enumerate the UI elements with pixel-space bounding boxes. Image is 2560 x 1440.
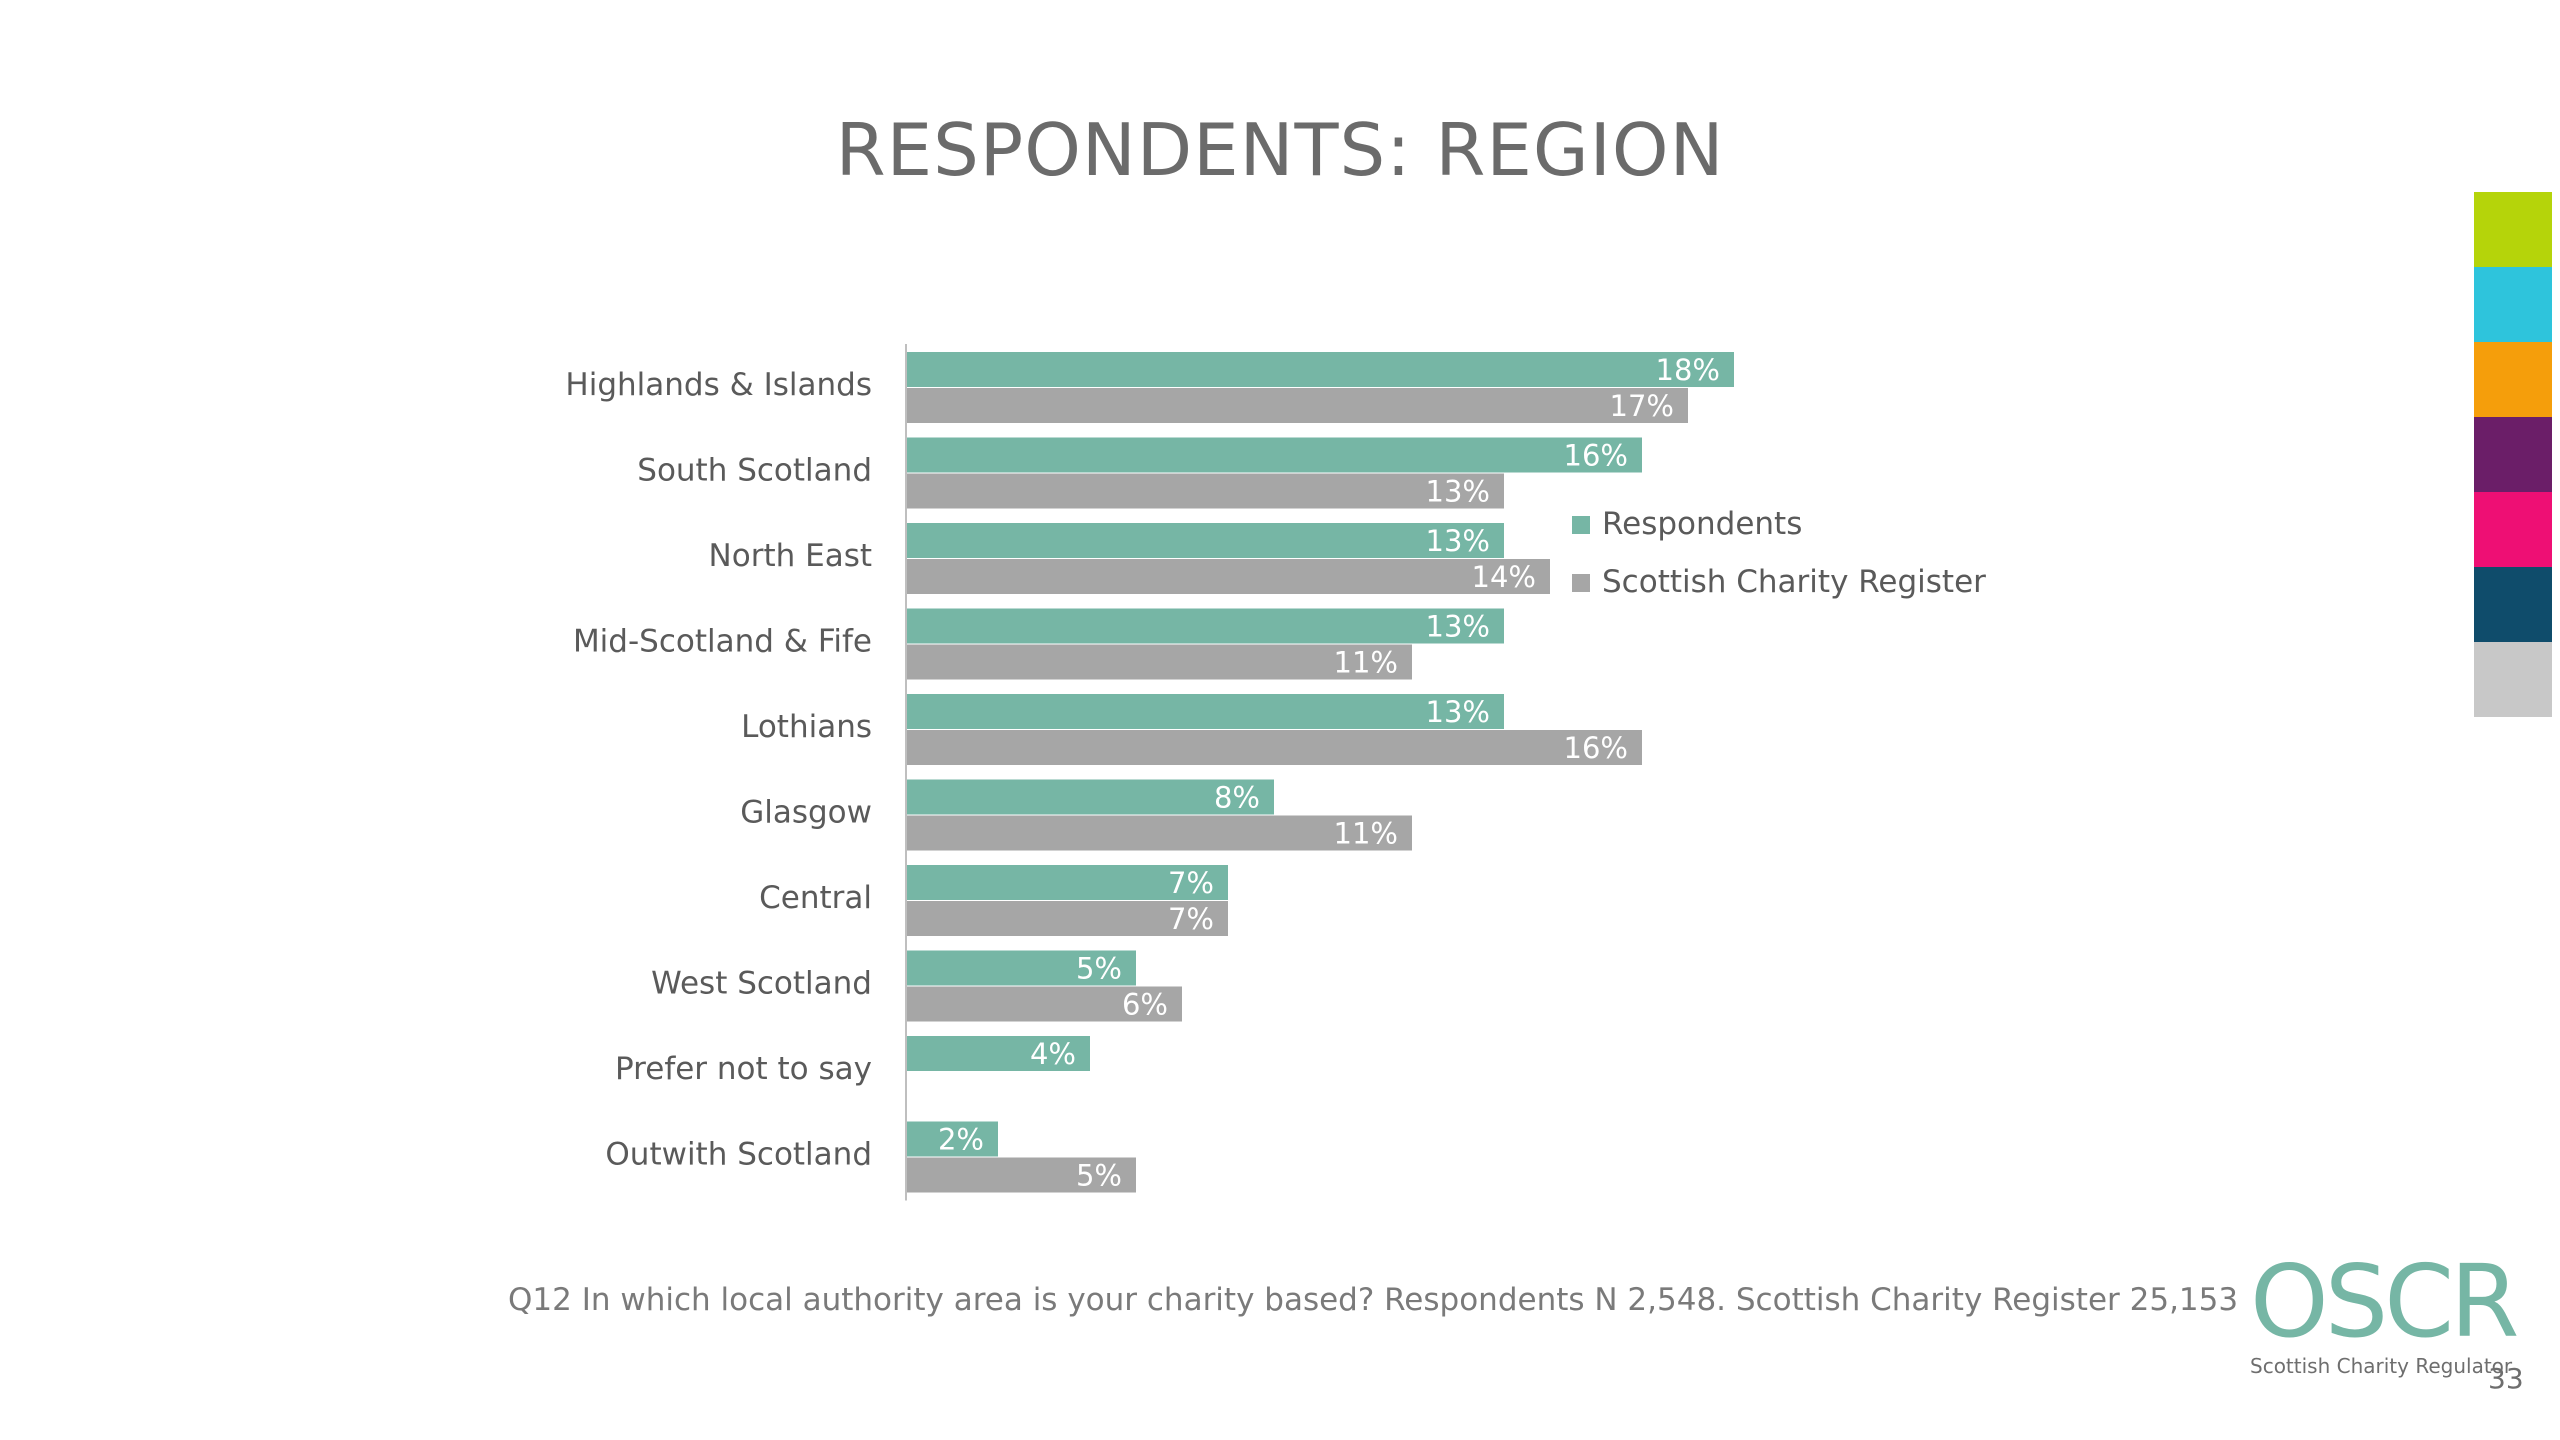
bar [906, 1121, 998, 1157]
page-number: 33 [2488, 1362, 2524, 1395]
color-strip [2474, 192, 2552, 717]
color-swatch [2474, 642, 2552, 717]
bar [906, 986, 1182, 1022]
data-label: 7% [1168, 902, 1214, 936]
slide-title: RESPONDENTS: REGION [835, 108, 1725, 192]
category-label: Mid-Scotland & Fife [573, 624, 872, 660]
data-label: 11% [1334, 817, 1398, 851]
data-label: 6% [1122, 988, 1168, 1022]
logo-tagline: Scottish Charity Regulator [2250, 1354, 2513, 1378]
bar-chart: Highlands & Islands 18%17% South Scotland 1… [565, 344, 1986, 1201]
color-swatch [2474, 342, 2552, 417]
bar [906, 388, 1688, 423]
data-label: 13% [1426, 475, 1490, 509]
category-label: Central [759, 880, 872, 916]
color-swatch [2474, 492, 2552, 567]
category-label: West Scotland [651, 966, 872, 1002]
color-swatch [2474, 267, 2552, 342]
data-label: 13% [1426, 610, 1490, 644]
bar [906, 950, 1136, 986]
data-label: 16% [1564, 731, 1628, 765]
category-label: North East [709, 538, 872, 574]
bar [906, 608, 1504, 644]
data-label: 4% [1030, 1037, 1076, 1071]
data-label: 5% [1076, 1159, 1122, 1193]
category-label: Prefer not to say [615, 1051, 872, 1087]
bar [906, 1036, 1090, 1071]
category-label: Glasgow [740, 795, 872, 831]
bar [906, 901, 1228, 936]
bar [906, 865, 1228, 900]
bar [906, 559, 1550, 594]
data-label: 17% [1610, 389, 1674, 423]
legend-swatch [1572, 574, 1590, 592]
bar [906, 437, 1642, 473]
data-label: 8% [1214, 781, 1260, 815]
category-label: Lothians [741, 709, 872, 745]
data-label: 2% [938, 1123, 984, 1157]
legend-swatch [1572, 516, 1590, 534]
bar [906, 779, 1274, 815]
bar [906, 1157, 1136, 1193]
bar [906, 730, 1642, 765]
bar [906, 352, 1734, 387]
color-swatch [2474, 417, 2552, 492]
footnote: Q12 In which local authority area is you… [508, 1282, 2239, 1318]
logo-mark: OSCR [2250, 1243, 2520, 1360]
bar [906, 473, 1504, 509]
color-swatch [2474, 192, 2552, 267]
bar [906, 523, 1504, 558]
data-label: 5% [1076, 952, 1122, 986]
data-label: 11% [1334, 646, 1398, 680]
data-label: 14% [1472, 560, 1536, 594]
legend-label: Scottish Charity Register [1602, 564, 1986, 600]
oscr-logo: OSCR Scottish Charity Regulator [2250, 1243, 2520, 1379]
data-label: 13% [1426, 524, 1490, 558]
bar [906, 815, 1412, 851]
bar [906, 644, 1412, 680]
category-label: Highlands & Islands [565, 367, 872, 403]
color-swatch [2474, 567, 2552, 642]
data-label: 13% [1426, 695, 1490, 729]
bar [906, 694, 1504, 729]
legend-label: Respondents [1602, 506, 1802, 542]
data-label: 16% [1564, 439, 1628, 473]
data-label: 18% [1656, 353, 1720, 387]
category-label: Outwith Scotland [605, 1137, 872, 1173]
data-label: 7% [1168, 866, 1214, 900]
category-label: South Scotland [637, 453, 872, 489]
